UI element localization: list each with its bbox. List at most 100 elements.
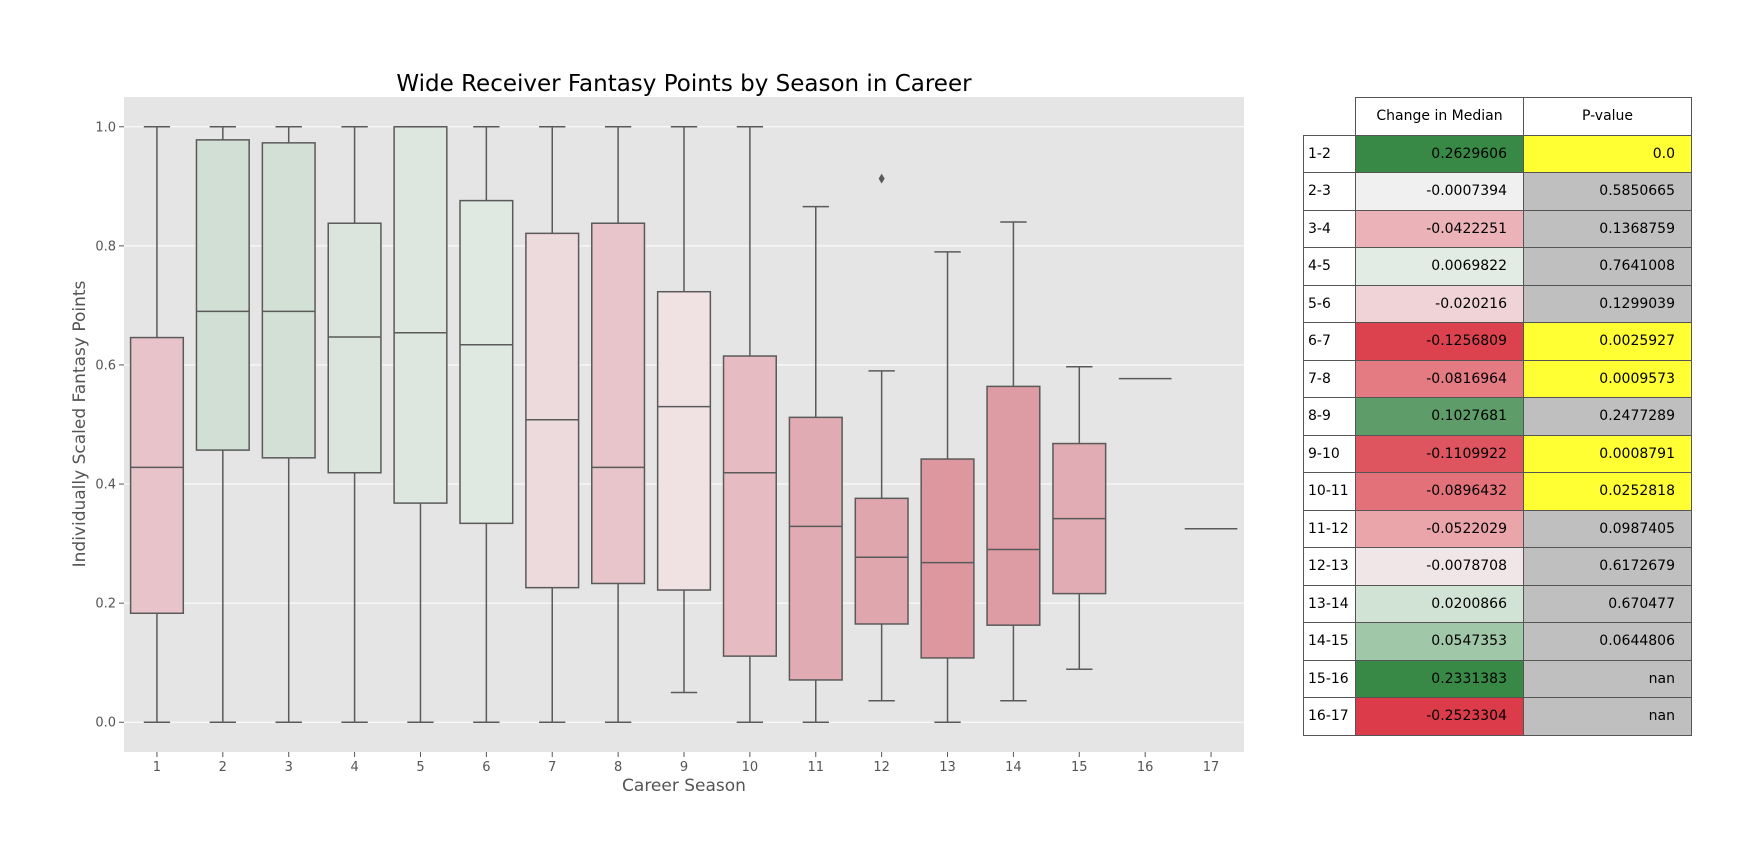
change-cell: -0.020216 xyxy=(1355,284,1524,323)
table-row: 15-16 0.2331383 nan xyxy=(1303,659,1692,698)
table-row: 1-2 0.2629606 0.0 xyxy=(1303,134,1692,173)
row-label: 15-16 xyxy=(1303,659,1356,698)
y-tick-label: 0.0 xyxy=(95,716,116,731)
x-tick-label: 8 xyxy=(614,760,622,775)
row-label: 1-2 xyxy=(1303,134,1356,173)
change-cell: 0.1027681 xyxy=(1355,397,1524,436)
table-row: 14-15 0.0547353 0.0644806 xyxy=(1303,622,1692,661)
x-tick-label: 3 xyxy=(285,760,293,775)
x-tick-label: 16 xyxy=(1137,760,1154,775)
box-item xyxy=(1052,365,1107,670)
col-header-change: Change in Median xyxy=(1355,97,1524,136)
x-tick-label: 15 xyxy=(1071,760,1088,775)
change-cell: -0.0078708 xyxy=(1355,547,1524,586)
box-item xyxy=(788,205,843,723)
pvalue-cell: 0.2477289 xyxy=(1523,397,1692,436)
box-iqr xyxy=(986,385,1041,626)
row-label: 5-6 xyxy=(1303,284,1356,323)
box-item xyxy=(854,173,909,702)
y-tick-label: 0.8 xyxy=(95,239,116,254)
row-label: 7-8 xyxy=(1303,359,1356,398)
pvalue-cell: nan xyxy=(1523,697,1692,736)
y-tick-label: 0.2 xyxy=(95,597,116,612)
box-iqr xyxy=(591,222,646,585)
table-row: 5-6 -0.020216 0.1299039 xyxy=(1303,284,1692,323)
pvalue-cell: 0.1368759 xyxy=(1523,209,1692,248)
row-label: 6-7 xyxy=(1303,322,1356,361)
row-label: 2-3 xyxy=(1303,172,1356,211)
x-tick-label: 6 xyxy=(482,760,490,775)
x-tick-label: 17 xyxy=(1203,760,1220,775)
box-group xyxy=(129,126,1238,723)
pvalue-cell: nan xyxy=(1523,659,1692,698)
table-row: 12-13 -0.0078708 0.6172679 xyxy=(1303,547,1692,586)
x-tick-label: 9 xyxy=(680,760,688,775)
pvalue-cell: 0.1299039 xyxy=(1523,284,1692,323)
box-item xyxy=(722,126,777,723)
table-row: 7-8 -0.0816964 0.0009573 xyxy=(1303,359,1692,398)
box-iqr xyxy=(459,199,514,525)
x-tick-label: 1 xyxy=(153,760,161,775)
x-axis-ticks: 1 2 3 4 5 6 7 8 9 10 11 12 13 14 15 16 17 xyxy=(153,752,1220,775)
box-item xyxy=(459,126,514,723)
change-cell: -0.0816964 xyxy=(1355,359,1524,398)
stats-table: Change in Median P-value 1-2 0.2629606 0.0… xyxy=(1303,97,1692,736)
y-tick-label: 0.4 xyxy=(95,478,116,493)
row-label: 3-4 xyxy=(1303,209,1356,248)
table-row: 16-17 -0.2523304 nan xyxy=(1303,697,1692,736)
change-cell: -0.0522029 xyxy=(1355,509,1524,548)
col-header-pvalue: P-value xyxy=(1523,97,1692,136)
table-row: 4-5 0.0069822 0.7641008 xyxy=(1303,247,1692,286)
pvalue-cell: 0.0 xyxy=(1523,134,1692,173)
table-header-row: Change in Median P-value xyxy=(1304,97,1692,136)
table-corner xyxy=(1304,98,1356,136)
change-cell: 0.0069822 xyxy=(1355,247,1524,286)
box-iqr xyxy=(920,458,975,659)
box-item xyxy=(261,126,316,723)
change-cell: -0.1109922 xyxy=(1355,434,1524,473)
y-axis-label: Individually Scaled Fantasy Points xyxy=(70,280,90,567)
box-item xyxy=(393,126,448,723)
box-item xyxy=(129,126,185,723)
box-iqr xyxy=(327,222,382,474)
row-label: 10-11 xyxy=(1303,472,1356,511)
box-iqr xyxy=(788,416,843,681)
x-tick-label: 14 xyxy=(1005,760,1022,775)
row-label: 9-10 xyxy=(1303,434,1356,473)
box-item xyxy=(920,251,975,723)
row-label: 12-13 xyxy=(1303,547,1356,586)
pvalue-cell: 0.5850665 xyxy=(1523,172,1692,211)
row-label: 13-14 xyxy=(1303,584,1356,623)
box-outlier xyxy=(878,173,885,184)
table-row: 13-14 0.0200866 0.670477 xyxy=(1303,584,1692,623)
pvalue-cell: 0.0009573 xyxy=(1523,359,1692,398)
box-item xyxy=(195,126,250,723)
change-cell: -0.0896432 xyxy=(1355,472,1524,511)
pvalue-cell: 0.0008791 xyxy=(1523,434,1692,473)
pvalue-cell: 0.6172679 xyxy=(1523,547,1692,586)
change-cell: 0.2629606 xyxy=(1355,134,1524,173)
change-cell: -0.2523304 xyxy=(1355,697,1524,736)
change-cell: -0.1256809 xyxy=(1355,322,1524,361)
table-row: 9-10 -0.1109922 0.0008791 xyxy=(1303,434,1692,473)
change-cell: -0.0422251 xyxy=(1355,209,1524,248)
row-label: 4-5 xyxy=(1303,247,1356,286)
box-iqr xyxy=(854,497,909,625)
row-label: 16-17 xyxy=(1303,697,1356,736)
y-tick-label: 0.6 xyxy=(95,358,116,373)
y-tick-label: 1.0 xyxy=(95,120,116,135)
change-cell: 0.0200866 xyxy=(1355,584,1524,623)
box-item xyxy=(525,126,580,723)
box-iqr xyxy=(195,139,250,451)
change-cell: 0.2331383 xyxy=(1355,659,1524,698)
box-item xyxy=(327,126,382,723)
pvalue-cell: 0.0025927 xyxy=(1523,322,1692,361)
x-axis-label: Career Season xyxy=(622,776,746,796)
x-tick-label: 13 xyxy=(939,760,956,775)
change-cell: 0.0547353 xyxy=(1355,622,1524,661)
x-tick-label: 7 xyxy=(548,760,556,775)
pvalue-cell: 0.0987405 xyxy=(1523,509,1692,548)
box-iqr xyxy=(261,142,316,459)
chart-title: Wide Receiver Fantasy Points by Season i… xyxy=(396,71,972,97)
